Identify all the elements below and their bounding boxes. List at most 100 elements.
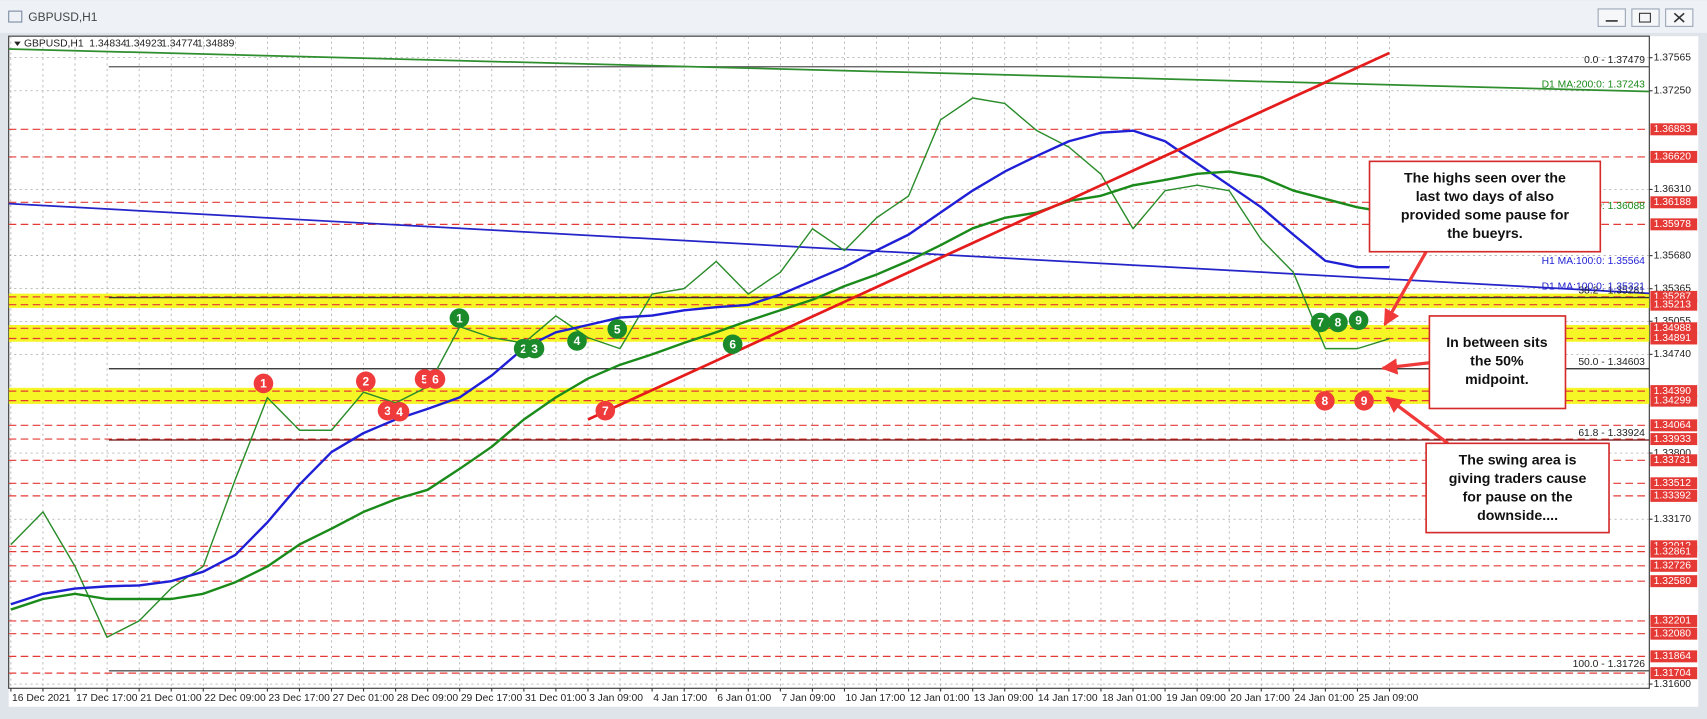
level-tag <box>1650 419 1698 432</box>
level-tag <box>1650 218 1698 231</box>
fib-label: 50.0 - 1.34603 <box>1578 357 1645 368</box>
level-label: 1.32201 <box>1654 616 1692 627</box>
x-tick-label: 12 Jan 01:00 <box>910 693 970 704</box>
window-title: GBPUSD,H1 <box>28 10 98 24</box>
ma-label: D1 MA:200:0: 1.37243 <box>1542 80 1646 91</box>
x-tick-label: 31 Dec 01:00 <box>525 693 587 704</box>
x-tick-label: 18 Jan 01:00 <box>1102 693 1162 704</box>
callouts: The highs seen over the last two days of… <box>1368 160 1610 534</box>
callout-box <box>1425 442 1610 534</box>
level-tag <box>1650 290 1698 303</box>
level-tag <box>1650 123 1698 136</box>
marker: 1 <box>253 373 274 394</box>
callout-text: last two days of also <box>1416 188 1555 204</box>
ohlc-open: 1.34834 <box>89 39 127 50</box>
green-markers: 1 2 3 4 5 6 7 8 9 <box>449 308 1369 359</box>
restore-icon <box>1638 12 1651 23</box>
level-label: 1.36620 <box>1654 152 1692 163</box>
daily-ma-line <box>8 202 1650 295</box>
level-tag <box>1650 559 1698 572</box>
marker-label: 9 <box>1361 394 1368 408</box>
marker-label: 9 <box>1355 314 1362 328</box>
x-tick-label: 14 Jan 17:00 <box>1038 693 1098 704</box>
callout-text: giving traders cause <box>1449 470 1587 486</box>
series-line <box>10 170 1390 611</box>
level-tag <box>1650 477 1698 490</box>
y-tick-label: 1.33800 <box>1654 448 1692 459</box>
x-tick-label: 19 Jan 09:00 <box>1166 693 1226 704</box>
marker-label: 2 <box>362 375 369 389</box>
level-tag <box>1650 627 1698 640</box>
marker: 4 <box>389 401 410 422</box>
level-label: 1.36883 <box>1654 124 1692 135</box>
marker: 9 <box>1348 310 1369 331</box>
marker: 7 <box>1310 312 1331 333</box>
marker: 2 <box>355 371 376 392</box>
minimize-button[interactable] <box>1597 8 1626 27</box>
fib-label: 100.0 - 1.31726 <box>1573 659 1646 670</box>
level-label: 1.34299 <box>1654 395 1692 406</box>
level-tag <box>1650 322 1698 335</box>
plot-frame <box>8 35 1650 689</box>
x-tick-label: 6 Jan 01:00 <box>717 693 771 704</box>
level-tag <box>1650 433 1698 446</box>
window-buttons[interactable] <box>1597 8 1694 27</box>
marker: 6 <box>425 369 446 389</box>
level-tag <box>1650 454 1698 467</box>
fib-label: 38.2 - 1.35281 <box>1578 286 1645 297</box>
callout-text: In between sits <box>1446 334 1548 350</box>
x-tick-label: 3 Jan 09:00 <box>589 693 643 704</box>
level-label: 1.33933 <box>1654 434 1692 445</box>
marker-label: 7 <box>602 404 609 418</box>
level-tag <box>1650 650 1698 663</box>
plot-layers: 16 Dec 2021 17 Dec 17:00 21 Dec 01:00 22 De… <box>8 36 1698 704</box>
x-tick-label: 17 Dec 17:00 <box>76 693 138 704</box>
level-tag <box>1650 298 1698 311</box>
marker-label: 3 <box>384 404 391 418</box>
daily-ma-line <box>8 48 1650 93</box>
marker-label: 1 <box>260 377 267 391</box>
y-tick-label: 1.35055 <box>1654 316 1692 327</box>
x-tick-label: 24 Jan 01:00 <box>1294 693 1354 704</box>
level-label: 1.31704 <box>1654 668 1692 679</box>
callout-text: provided some pause for <box>1401 207 1570 223</box>
y-tick-label: 1.35680 <box>1654 250 1692 261</box>
level-label: 1.35213 <box>1654 299 1692 310</box>
restore-button[interactable] <box>1631 8 1660 27</box>
y-tick-label: 1.37565 <box>1654 52 1692 63</box>
y-tick-label: 1.37250 <box>1654 86 1692 97</box>
x-tick-label: 21 Dec 01:00 <box>140 693 202 704</box>
red-markers: 1 2 3 4 5 6 7 8 9 <box>253 369 1374 422</box>
marker: 4 <box>567 331 587 351</box>
series-line <box>10 97 1390 638</box>
marker-label: 3 <box>531 342 538 356</box>
series-line <box>10 129 1390 606</box>
level-tag <box>1650 196 1698 209</box>
level-label: 1.33392 <box>1654 491 1692 502</box>
level-label: 1.36188 <box>1654 197 1692 208</box>
marker: 8 <box>1328 312 1348 333</box>
callout-box <box>1368 160 1602 253</box>
level-label: 1.31864 <box>1654 651 1692 662</box>
callout-text: the 50% <box>1470 352 1524 368</box>
level-label: 1.35978 <box>1654 219 1692 230</box>
zone <box>8 387 1650 404</box>
y-tick-label: 1.34740 <box>1654 349 1692 360</box>
x-tick-label: 29 Dec 17:00 <box>461 693 523 704</box>
ma-label: D1 MA:100:0: 1.35321 <box>1542 282 1646 293</box>
x-tick-label: 4 Jan 17:00 <box>653 693 707 704</box>
fib-label: 0.0 - 1.37479 <box>1584 55 1645 66</box>
marker: 8 <box>1315 391 1335 411</box>
level-tag <box>1650 489 1698 502</box>
marker-label: 5 <box>614 322 621 336</box>
level-tag <box>1650 150 1698 163</box>
y-tick-label: 1.36310 <box>1654 184 1692 195</box>
marker: 6 <box>722 334 743 355</box>
level-label: 1.34891 <box>1654 333 1692 344</box>
marker-label: 6 <box>432 372 439 386</box>
callout-text: midpoint. <box>1465 371 1529 387</box>
marker: 1 <box>449 308 470 328</box>
callout-box <box>1428 315 1567 410</box>
callout-text: the bueyrs. <box>1447 225 1522 241</box>
